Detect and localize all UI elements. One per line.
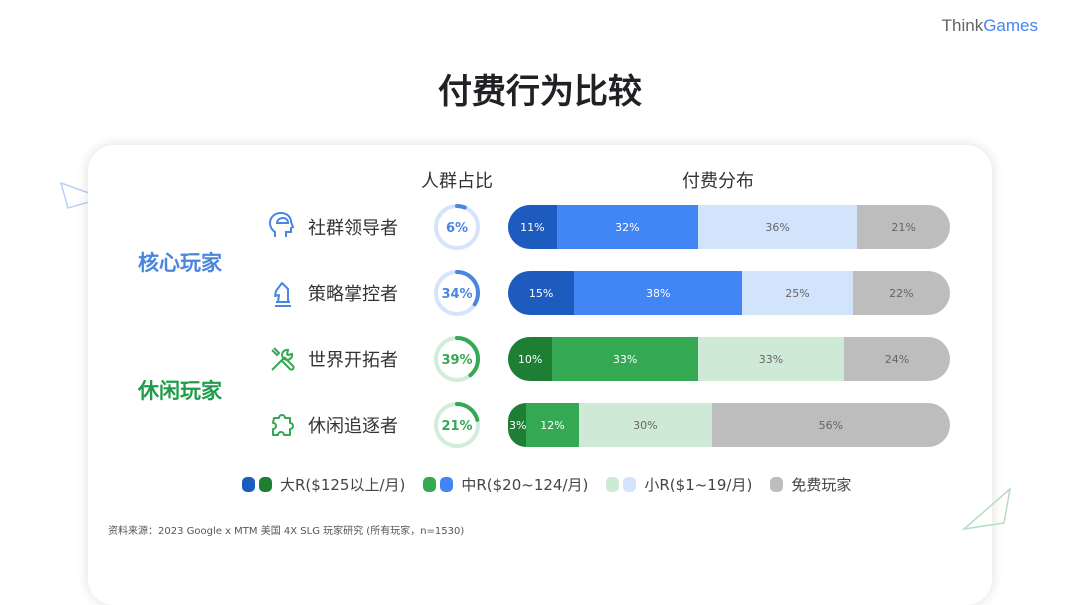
bar-segment-mid: 33%: [552, 337, 699, 381]
legend-label: 大R($125以上/月): [280, 476, 406, 494]
segment-label: 56%: [818, 418, 844, 432]
segment-label: 24%: [884, 352, 910, 366]
share-label: 34%: [441, 287, 472, 302]
share-label: 6%: [446, 221, 468, 236]
bar-segment-whale: 3%: [508, 403, 526, 447]
bar-segment-whale: 10%: [508, 337, 553, 381]
triangle-decoration-left: [59, 181, 106, 209]
segment-label: 36%: [765, 220, 790, 234]
bar-segment-small: 30%: [579, 403, 712, 447]
segment-label: 30%: [633, 418, 658, 432]
triangle-decoration-right: [961, 487, 1012, 531]
share-arc: [434, 336, 480, 382]
puzzle-icon: [272, 414, 294, 436]
row-label: 休闲追逐者: [308, 416, 398, 437]
bar-segment-free: 21%: [857, 205, 950, 249]
segment-label: 32%: [615, 220, 640, 234]
bar-segment-free: 56%: [711, 403, 950, 447]
segment-label: 25%: [785, 286, 810, 300]
share-donut: 21%: [434, 402, 480, 448]
legend: 大R($125以上/月) 中R($20~124/月) 小R($1~19/月) 免…: [242, 474, 869, 495]
header-share: 人群占比: [421, 171, 493, 192]
bar-segment-small: 36%: [698, 205, 858, 249]
bar-segment-small: 33%: [698, 337, 844, 381]
segment-label: 15%: [528, 286, 554, 300]
legend-item-whale: 大R($125以上/月): [242, 474, 405, 495]
share-donut: 39%: [434, 336, 480, 382]
bar-segment-free: 22%: [852, 271, 950, 315]
bar-segment-whale: 15%: [508, 271, 575, 315]
segment-label: 21%: [891, 220, 916, 234]
chess-knight-icon: [274, 282, 291, 307]
page-title: 付费行为比较: [438, 72, 642, 112]
legend-label: 免费玩家: [791, 476, 852, 494]
share-arc: [434, 270, 480, 316]
head-icon: [268, 211, 295, 237]
row-label: 世界开拓者: [308, 350, 398, 371]
segment-label: 33%: [612, 352, 638, 366]
legend-label: 小R($1~19/月): [644, 476, 753, 494]
bar-segment-mid: 38%: [574, 271, 743, 315]
legend-label: 中R($20~124/月): [461, 476, 589, 494]
segment-label: 33%: [758, 352, 784, 366]
bar-segment-mid: 32%: [556, 205, 699, 249]
bar-segment-whale: 11%: [508, 205, 557, 249]
share-donut: 6%: [434, 204, 480, 250]
legend-item-small: 小R($1~19/月): [606, 474, 752, 495]
group-casual: 休闲玩家: [138, 379, 222, 403]
brand-logo: ThinkGames: [942, 16, 1038, 36]
group-core: 核心玩家: [138, 251, 222, 275]
bar-segment-mid: 12%: [526, 403, 580, 447]
share-donut: 34%: [434, 270, 480, 316]
share-label: 21%: [441, 419, 472, 434]
segment-label: 38%: [646, 286, 671, 300]
segment-label: 3%: [509, 418, 527, 432]
segment-label: 11%: [520, 220, 545, 234]
segment-label: 12%: [540, 418, 565, 432]
row-label: 社群领导者: [308, 218, 398, 239]
legend-item-free: 免费玩家: [770, 474, 851, 495]
footnote: 资料来源：2023 Google x MTM 美国 4X SLG 玩家研究 (所…: [108, 526, 465, 537]
bar-segment-small: 25%: [742, 271, 853, 315]
segment-label: 22%: [889, 286, 914, 300]
header-distribution: 付费分布: [682, 171, 754, 192]
brand-think: Think: [941, 16, 984, 35]
share-arc: [434, 402, 480, 448]
segment-label: 10%: [517, 352, 543, 366]
share-label: 39%: [441, 353, 472, 368]
legend-item-mid: 中R($20~124/月): [423, 474, 588, 495]
bar-segment-free: 24%: [843, 337, 950, 381]
share-arc: [434, 204, 480, 250]
tools-icon: [271, 347, 295, 371]
brand-games: Games: [983, 16, 1038, 35]
row-label: 策略掌控者: [308, 284, 398, 305]
